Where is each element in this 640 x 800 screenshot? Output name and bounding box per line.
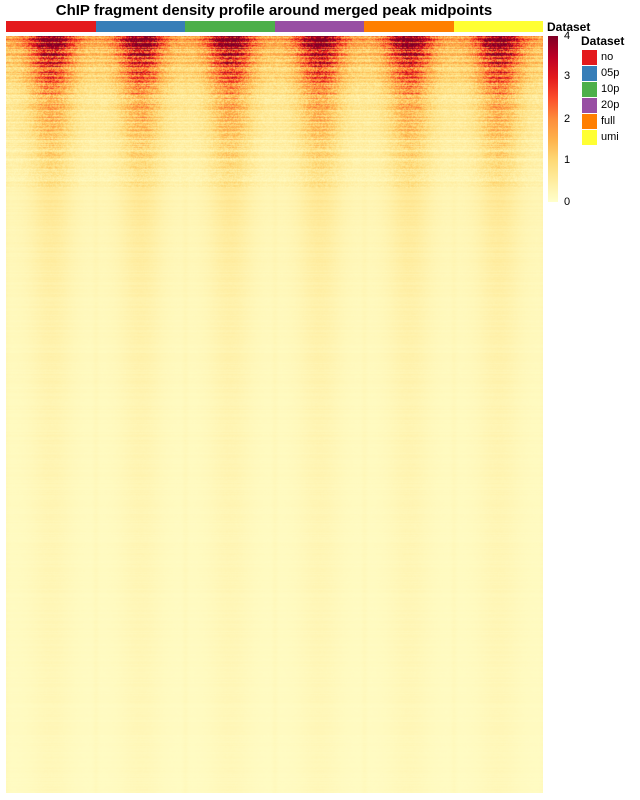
- legend-title: Dataset: [581, 34, 625, 48]
- colorbar-tick-0: 0: [564, 196, 571, 208]
- colorbar-tick-2: 2: [564, 113, 571, 125]
- legend-swatch: [582, 114, 597, 129]
- legend-swatch: [582, 66, 597, 81]
- heatmap-body: [6, 36, 543, 793]
- dataset-annotation-05p: [95, 21, 185, 32]
- legend-label: umi: [601, 131, 619, 143]
- dataset-annotation-no: [6, 21, 96, 32]
- dataset-annotation-umi: [453, 21, 543, 32]
- legend-label: 10p: [601, 83, 620, 95]
- chart-title: ChIP fragment density profile around mer…: [55, 2, 493, 19]
- dataset-annotation-bar: [6, 21, 543, 32]
- legend-swatch: [582, 98, 597, 113]
- legend-swatch: [582, 130, 597, 145]
- legend-swatch: [582, 50, 597, 65]
- dataset-annotation-20p: [274, 21, 364, 32]
- colorbar-tick-3: 3: [564, 70, 571, 82]
- legend-label: no: [601, 51, 614, 63]
- dataset-annotation-10p: [185, 21, 275, 32]
- annotation-label: Dataset: [547, 20, 591, 34]
- dataset-annotation-full: [364, 21, 454, 32]
- colorbar-tick-4: 4: [564, 30, 571, 42]
- legend-label: 05p: [601, 67, 620, 79]
- colorbar-tick-1: 1: [564, 154, 571, 166]
- legend-label: 20p: [601, 99, 620, 111]
- legend-swatch: [582, 82, 597, 97]
- legend-label: full: [601, 115, 616, 127]
- colorbar: [548, 36, 558, 202]
